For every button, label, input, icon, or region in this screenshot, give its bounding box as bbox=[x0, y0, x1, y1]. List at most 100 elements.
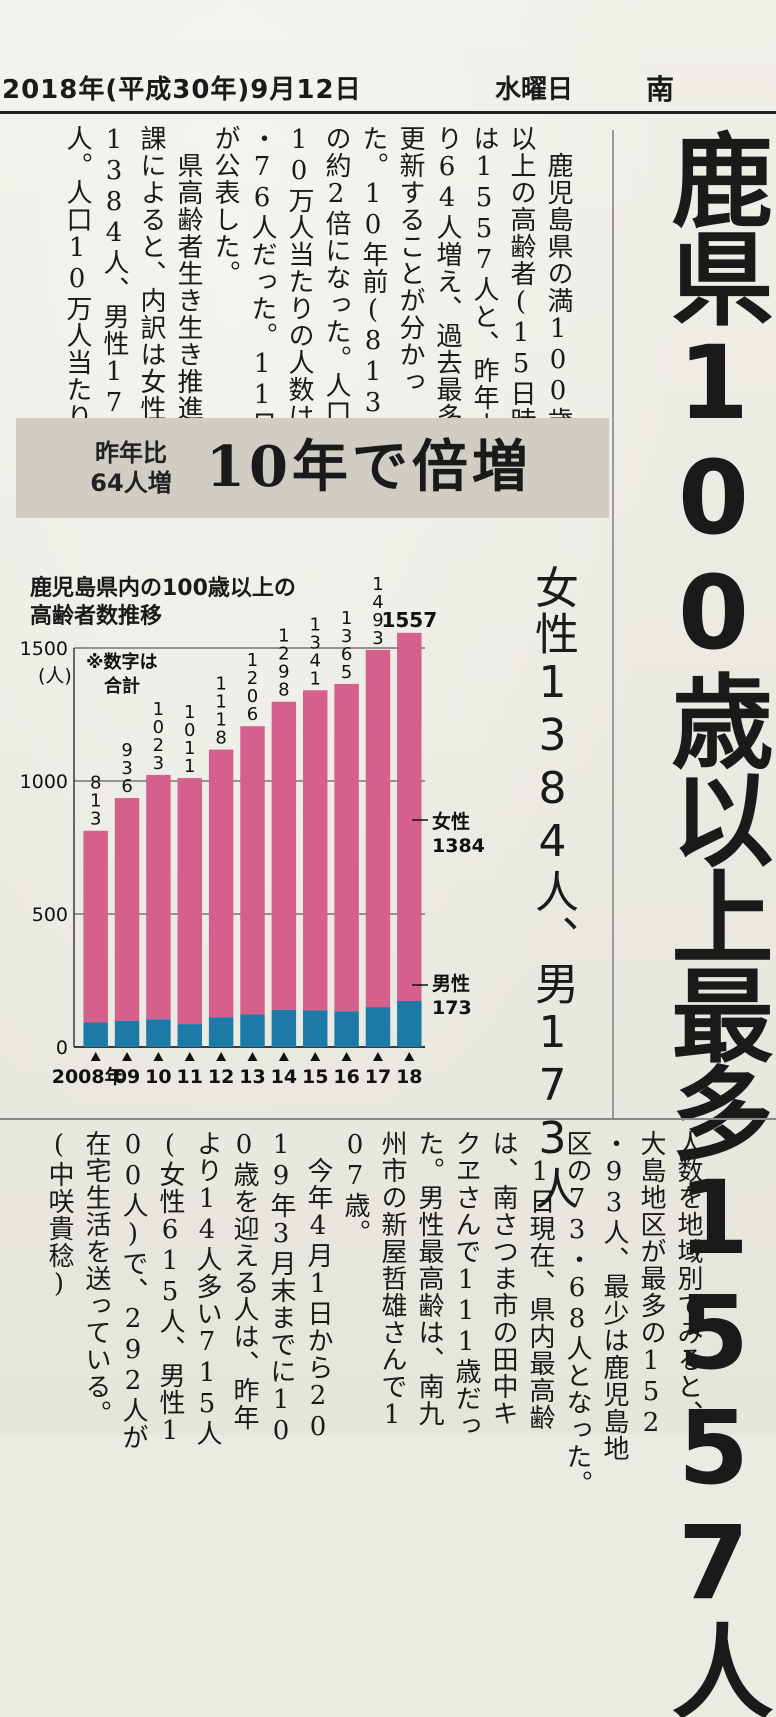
bar-female-8 bbox=[334, 683, 359, 1012]
data-label-2-3: 3 bbox=[153, 753, 164, 774]
x-tick-label-8: 16 bbox=[333, 1066, 359, 1088]
data-label-1-0: 9 bbox=[121, 740, 132, 761]
x-tick-marker-8 bbox=[341, 1052, 352, 1061]
chart-note-line2: 合計 bbox=[104, 675, 140, 697]
x-tick-marker-5 bbox=[247, 1052, 258, 1061]
x-tick-label-3: 11 bbox=[177, 1066, 203, 1088]
bar-female-5 bbox=[240, 726, 265, 1015]
bar-male-0 bbox=[83, 1022, 108, 1047]
banner: 昨年比 64人増 10年で倍増 bbox=[16, 418, 609, 518]
data-label-5-1: 2 bbox=[247, 668, 258, 689]
bar-male-3 bbox=[177, 1024, 203, 1047]
banner-title: 10年で倍増 bbox=[206, 434, 532, 500]
banner-kicker-line2: 64人増 bbox=[90, 469, 172, 497]
bar-female-3 bbox=[177, 778, 203, 1025]
issue-date: 2018年(平成30年)9月12日 bbox=[2, 75, 362, 105]
bar-female-4 bbox=[208, 749, 234, 1018]
x-tick-marker-7 bbox=[310, 1052, 321, 1061]
data-label-4-3: 8 bbox=[215, 728, 226, 749]
data-label-6-3: 8 bbox=[278, 680, 289, 701]
bar-male-1 bbox=[114, 1020, 140, 1047]
data-label-4-2: 1 bbox=[215, 710, 226, 731]
bar-male-8 bbox=[334, 1011, 359, 1047]
bar-male-4 bbox=[208, 1017, 234, 1047]
column-rule bbox=[612, 130, 614, 1120]
bar-female-9 bbox=[365, 649, 391, 1008]
data-label-6-2: 9 bbox=[278, 662, 289, 683]
bar-female-1 bbox=[114, 798, 140, 1021]
chart-title-line2: 高齢者数推移 bbox=[30, 604, 163, 629]
bar-male-10 bbox=[397, 1000, 422, 1047]
banner-kicker: 昨年比 64人増 bbox=[76, 438, 186, 498]
data-label-8-2: 6 bbox=[341, 644, 352, 665]
x-tick-label-6: 14 bbox=[271, 1066, 297, 1088]
data-label-5-0: 1 bbox=[247, 650, 258, 671]
legend-male-label: 男性 bbox=[432, 972, 470, 995]
legend-female-value: 1384 bbox=[432, 835, 485, 857]
banner-kicker-line1: 昨年比 bbox=[95, 439, 167, 467]
data-label-7-1: 3 bbox=[310, 632, 321, 653]
article-continued: 人数を地域別でみると、 大島地区が最多の152 ・93人、最少は鹿児島地 区の7… bbox=[44, 1130, 703, 1497]
chart-title: 鹿児島県内の100歳以上の 高齢者数推移 bbox=[30, 575, 380, 631]
x-tick-label-4: 12 bbox=[208, 1066, 234, 1088]
section-rule bbox=[0, 1118, 776, 1120]
data-label-2-2: 2 bbox=[153, 735, 164, 756]
masthead: 2018年(平成30年)9月12日 水曜日 南 bbox=[0, 70, 776, 110]
x-tick-label-5: 13 bbox=[239, 1066, 265, 1088]
masthead-rule bbox=[0, 111, 776, 114]
y-tick-label-2: 1000 bbox=[20, 771, 68, 793]
data-label-3-0: 1 bbox=[184, 702, 195, 723]
data-label-7-2: 4 bbox=[310, 650, 321, 671]
x-tick-label-9: 17 bbox=[365, 1066, 391, 1088]
bar-female-2 bbox=[146, 774, 171, 1020]
y-unit-label: (人) bbox=[38, 665, 72, 687]
weekday: 水曜日 bbox=[495, 75, 574, 105]
data-label-0-2: 3 bbox=[90, 809, 101, 830]
bar-male-7 bbox=[302, 1010, 328, 1047]
data-label-10: 1557 bbox=[381, 608, 437, 632]
bar-female-6 bbox=[271, 701, 297, 1010]
data-label-1-2: 6 bbox=[121, 776, 132, 797]
data-label-3-2: 1 bbox=[184, 738, 195, 759]
chart-title-line1: 鹿児島県内の100歳以上の bbox=[30, 576, 296, 601]
data-label-3-1: 0 bbox=[184, 720, 195, 741]
x-tick-marker-6 bbox=[278, 1052, 289, 1061]
data-label-9-3: 3 bbox=[372, 628, 383, 649]
x-tick-marker-4 bbox=[216, 1052, 227, 1061]
bar-female-0 bbox=[83, 830, 108, 1023]
data-label-0-1: 1 bbox=[90, 791, 101, 812]
x-tick-label-1: 09 bbox=[114, 1066, 140, 1088]
subheadline: 女性1384人、男173人 bbox=[527, 565, 578, 1212]
data-label-5-2: 0 bbox=[247, 686, 258, 707]
x-tick-marker-10 bbox=[404, 1052, 415, 1061]
chart-note-line1: ※数字は bbox=[86, 651, 158, 673]
bar-male-6 bbox=[271, 1009, 297, 1047]
data-label-0-0: 8 bbox=[90, 773, 101, 794]
article-lead: 鹿児島県の満100歳 以上の高齢者(15日時点) は1557人と、昨年よ り64… bbox=[62, 125, 573, 492]
x-tick-label-0: 2008年 bbox=[52, 1065, 124, 1088]
data-label-2-0: 1 bbox=[153, 699, 164, 720]
data-label-1-1: 3 bbox=[121, 758, 132, 779]
bar-male-2 bbox=[146, 1019, 171, 1047]
data-label-8-3: 5 bbox=[341, 662, 352, 683]
data-label-3-3: 1 bbox=[184, 756, 195, 777]
x-tick-marker-1 bbox=[122, 1052, 133, 1061]
x-tick-label-7: 15 bbox=[302, 1066, 328, 1088]
y-tick-label-1: 500 bbox=[32, 904, 68, 926]
bar-female-10 bbox=[397, 632, 422, 1001]
x-tick-marker-3 bbox=[184, 1052, 195, 1061]
bar-female-7 bbox=[302, 690, 328, 1011]
data-label-4-1: 1 bbox=[215, 692, 226, 713]
section-mark: 南 bbox=[646, 73, 675, 106]
headline: 鹿県100歳以上最多1557人 bbox=[654, 128, 773, 1717]
legend-male-value: 173 bbox=[432, 997, 472, 1019]
x-tick-marker-0 bbox=[90, 1052, 101, 1061]
data-label-6-1: 2 bbox=[278, 644, 289, 665]
data-label-4-0: 1 bbox=[215, 674, 226, 695]
y-tick-label-0: 0 bbox=[56, 1037, 68, 1059]
x-tick-marker-2 bbox=[153, 1052, 164, 1061]
data-label-7-3: 1 bbox=[310, 668, 321, 689]
y-tick-label-3: 1500 bbox=[20, 638, 68, 660]
data-label-5-3: 6 bbox=[247, 704, 258, 725]
